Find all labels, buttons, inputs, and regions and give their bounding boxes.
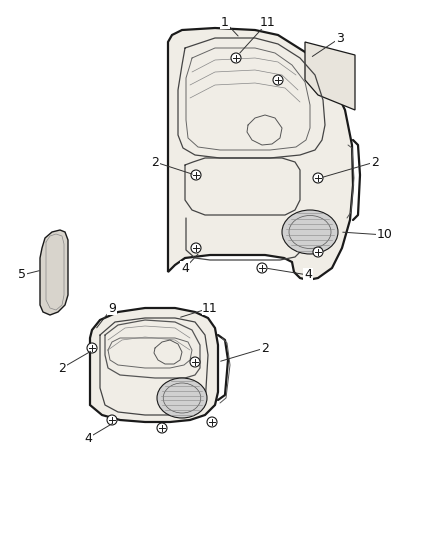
Text: 2: 2 bbox=[371, 156, 379, 168]
Text: 4: 4 bbox=[84, 432, 92, 445]
Text: 2: 2 bbox=[58, 361, 66, 375]
Text: 3: 3 bbox=[336, 31, 344, 44]
Text: 1: 1 bbox=[221, 15, 229, 28]
Circle shape bbox=[157, 423, 167, 433]
Circle shape bbox=[313, 247, 323, 257]
Circle shape bbox=[191, 170, 201, 180]
Text: 11: 11 bbox=[202, 302, 218, 314]
Ellipse shape bbox=[157, 378, 207, 418]
Circle shape bbox=[191, 243, 201, 253]
Text: 2: 2 bbox=[261, 342, 269, 354]
Text: 11: 11 bbox=[260, 15, 276, 28]
Text: 9: 9 bbox=[108, 302, 116, 314]
Text: 4: 4 bbox=[181, 262, 189, 274]
Polygon shape bbox=[305, 42, 355, 110]
Ellipse shape bbox=[282, 210, 338, 254]
Circle shape bbox=[257, 263, 267, 273]
Polygon shape bbox=[90, 308, 218, 422]
Text: 10: 10 bbox=[377, 229, 393, 241]
Circle shape bbox=[313, 173, 323, 183]
Circle shape bbox=[207, 417, 217, 427]
Polygon shape bbox=[168, 28, 353, 280]
Circle shape bbox=[273, 75, 283, 85]
Circle shape bbox=[190, 357, 200, 367]
Text: 5: 5 bbox=[18, 269, 26, 281]
Circle shape bbox=[107, 415, 117, 425]
Polygon shape bbox=[40, 230, 68, 315]
Circle shape bbox=[231, 53, 241, 63]
Circle shape bbox=[87, 343, 97, 353]
Text: 4: 4 bbox=[304, 269, 312, 281]
Text: 2: 2 bbox=[151, 156, 159, 168]
